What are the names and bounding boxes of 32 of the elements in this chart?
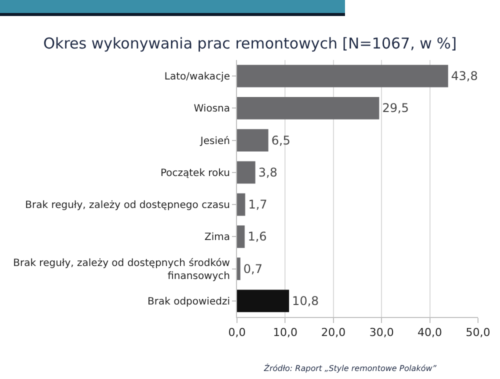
data-label: 1,7 (248, 198, 268, 212)
bar (237, 129, 268, 152)
text: Źródło: Raport „Style remontowe Polaków” (263, 363, 438, 373)
bar (237, 64, 448, 88)
bar (237, 193, 246, 216)
data-label: 3,8 (258, 165, 278, 180)
y-tick-label: Wiosna (194, 104, 230, 115)
x-tick-label: 10,0 (272, 326, 298, 340)
x-tick-label: 30,0 (369, 326, 394, 340)
y-tick-label: Jesień (199, 134, 230, 147)
y-tick-label: Brak odpowiedzi (148, 296, 230, 308)
y-tick-label: Lato/wakacje (164, 72, 230, 83)
data-label: 43,8 (451, 69, 478, 84)
bar (237, 290, 290, 312)
data-label: 10,8 (292, 294, 319, 308)
data-label: 6,5 (271, 133, 290, 148)
x-tick-label: 20,0 (321, 326, 346, 340)
data-label: 29,5 (382, 101, 409, 116)
x-tick-label: 50,0 (466, 326, 490, 340)
bar (237, 225, 245, 248)
data-label: 0,7 (243, 262, 262, 276)
x-tick-label: 0,0 (228, 326, 246, 340)
y-tick-label: Brak reguły, zależy od dostępnych środków finansowych (13, 256, 230, 282)
bar (237, 96, 380, 120)
bar (237, 161, 256, 184)
y-tick-label: Zima (204, 232, 230, 244)
bar (237, 258, 240, 280)
y-tick-label: Brak reguły, zależy od dostępnego czasu (25, 200, 230, 212)
chart-title: Okres wykonywania prac remontowych [N=1067, w %] (43, 34, 457, 52)
x-tick-label: 40,0 (418, 326, 442, 340)
data-label: 1,6 (248, 230, 267, 244)
y-tick-label: Początek roku (160, 168, 230, 179)
